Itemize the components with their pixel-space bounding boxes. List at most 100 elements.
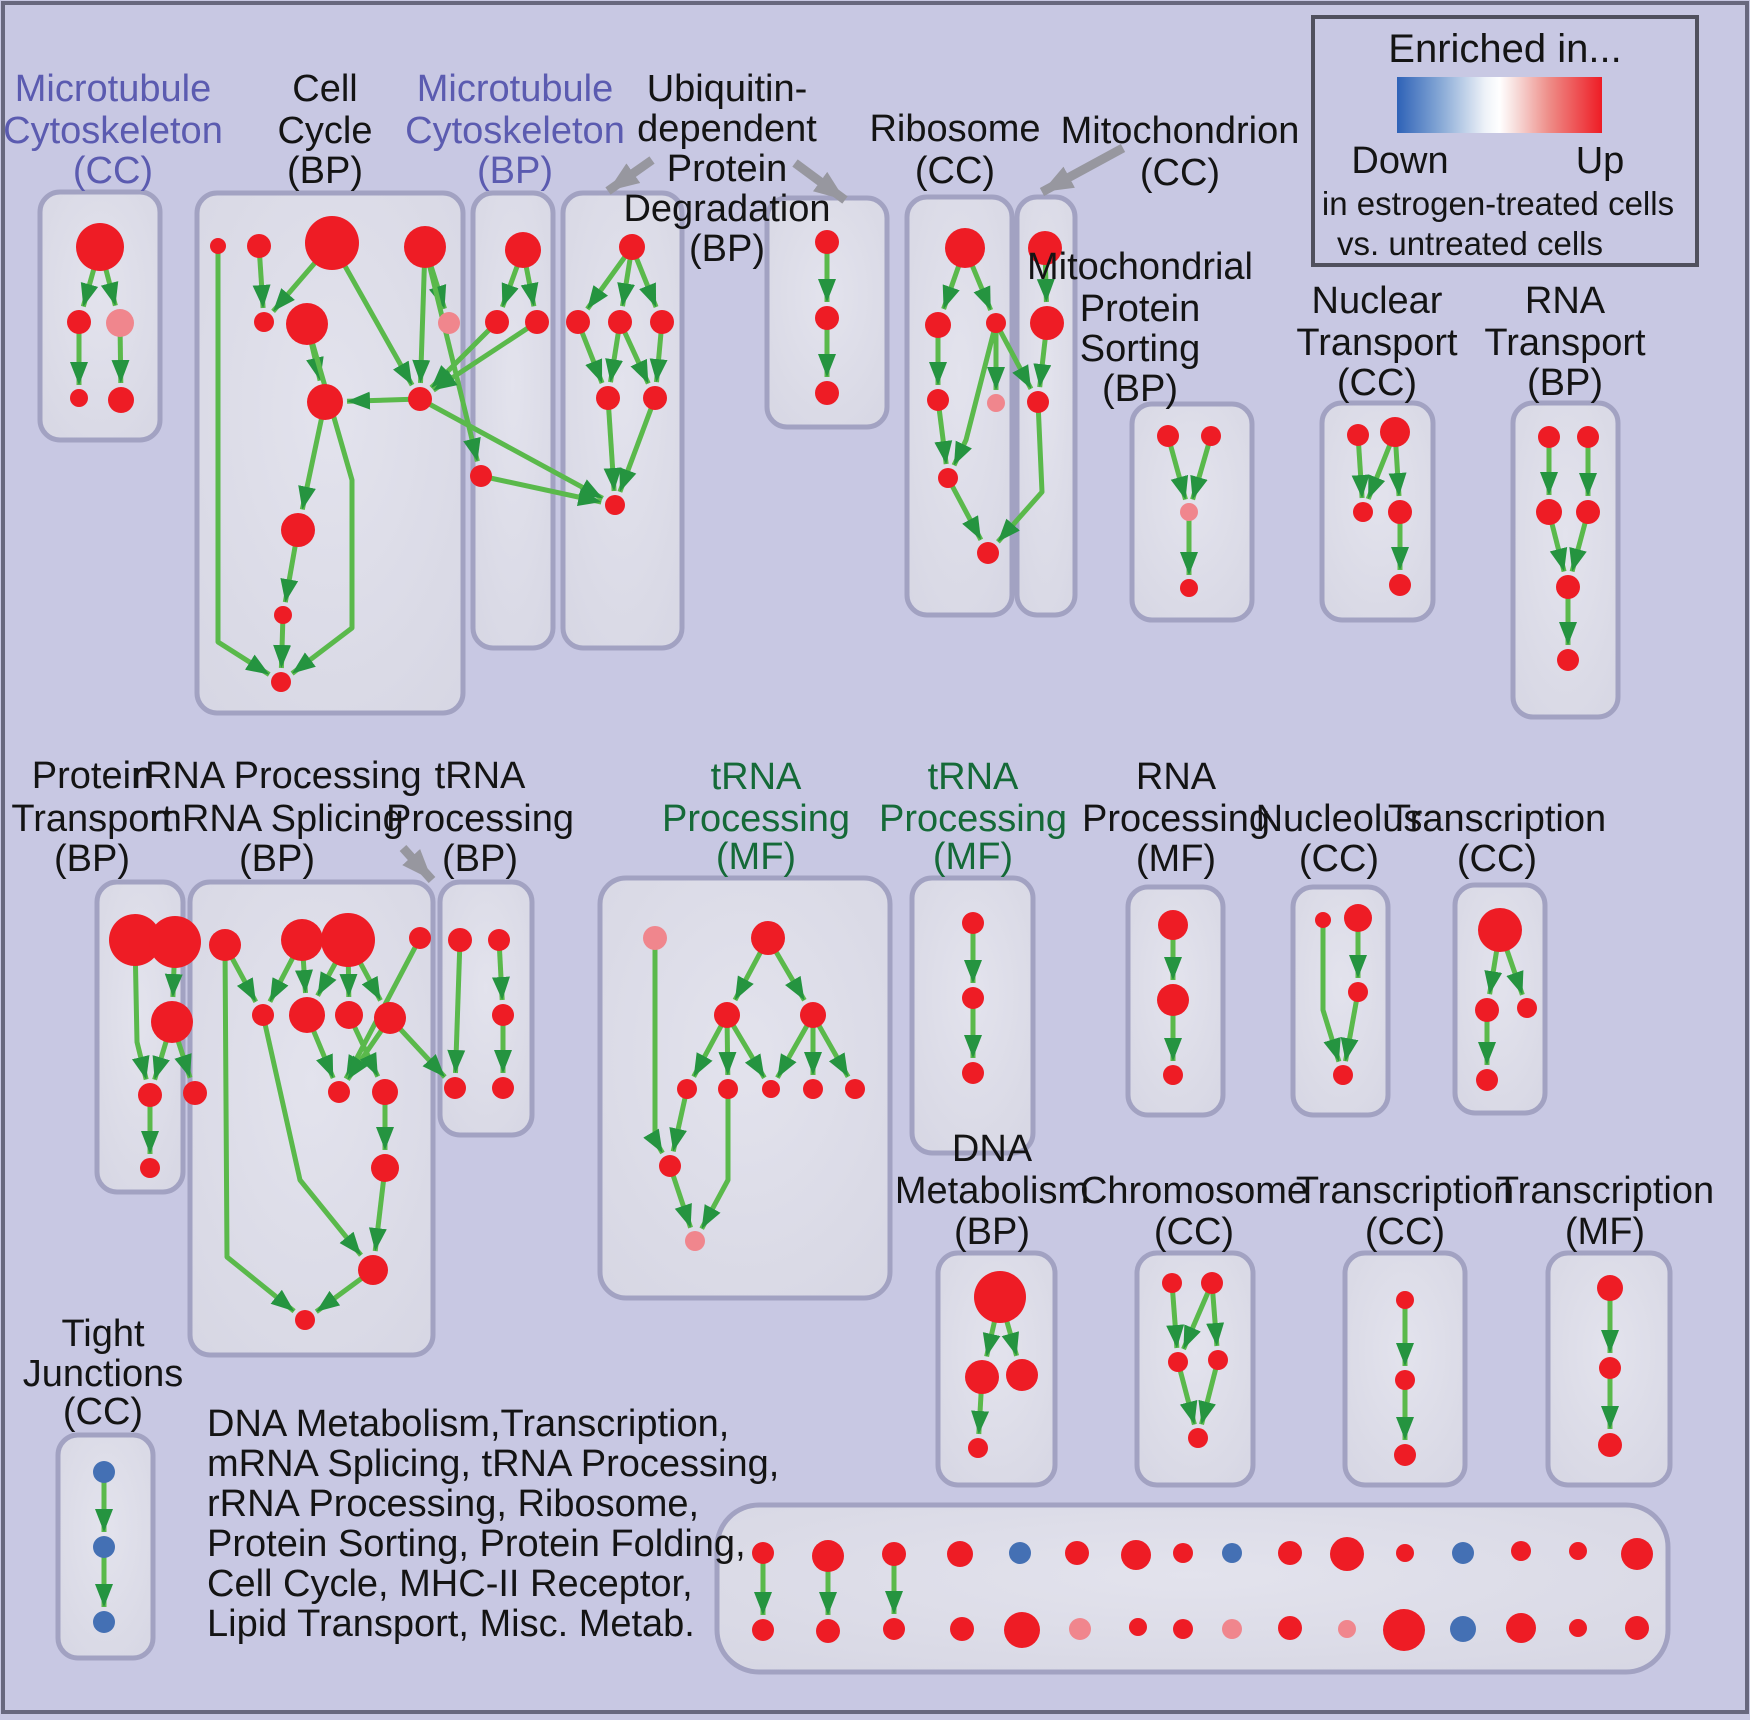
go-term-node-h2 [1201,426,1221,446]
go-term-node-f1 [945,228,985,268]
go-term-node-n4 [800,1002,826,1028]
legend-caption-2: vs. untreated cells [1337,225,1603,262]
label-tight-junctions-cc: Junctions [23,1353,184,1395]
go-term-node-v2 [1599,1357,1621,1379]
go-term-node-v1 [1597,1275,1623,1301]
label-chromosome-cc: Chromosome [1080,1170,1308,1212]
annotation-arrow-2 [792,159,848,204]
cluster-box-trna-processing-mf-large [597,875,893,1301]
edge-h2-h3 [1190,435,1214,501]
go-term-node-n2 [751,921,785,955]
go-term-node-x6 [1065,1541,1089,1565]
go-term-node-t2 [1201,1272,1223,1294]
edge-b1-b12 [215,246,271,677]
go-term-node-o2 [962,987,984,1009]
go-term-node-b8 [408,387,432,411]
go-term-node-h3 [1180,503,1198,521]
go-term-node-f7 [977,542,999,564]
edge-b9-b10 [298,401,328,511]
cluster-box-nucleolus-cc [1290,884,1391,1118]
go-term-node-n10 [659,1155,681,1177]
label-misc-clusters: Protein Sorting, Protein Folding, [207,1523,746,1565]
go-term-node-m4 [444,1077,466,1099]
label-dna-metabolism-bp: DNA [952,1128,1033,1170]
go-term-node-d3 [608,310,632,334]
go-term-node-q3 [1348,982,1368,1002]
label-microtubule-cytoskeleton-bp: Microtubule [417,68,613,110]
go-term-node-a4 [70,389,88,407]
edge-d5-d7 [603,397,622,492]
go-term-node-n3 [714,1002,740,1028]
go-term-node-l6 [289,997,325,1033]
label-nucleolus-cc: Nucleolus [1256,798,1423,840]
label-misc-clusters: rRNA Processing, Ribosome, [207,1483,699,1525]
edge-t4-t5 [1198,1359,1221,1426]
go-term-node-y11 [1338,1620,1356,1638]
go-term-node-l3 [321,913,375,967]
go-term-node-d1 [619,234,645,260]
legend-caption-1: in estrogen-treated cells [1322,185,1674,222]
label-rna-processing-mf: (MF) [1136,838,1216,880]
label-trna-processing-mf-1: Processing [662,798,850,840]
go-term-node-t4 [1208,1350,1228,1370]
go-term-node-y15 [1569,1619,1587,1637]
edge-n1-n10 [643,938,665,1155]
go-term-node-x13 [1452,1542,1474,1564]
label-ribosome-cc: Ribosome [869,108,1040,150]
label-tight-junctions-cc: (CC) [63,1391,143,1433]
label-misc-clusters: Lipid Transport, Misc. Metab. [207,1603,695,1645]
label-trna-processing-bp: Processing [386,798,574,840]
edge-l1-l13 [222,944,296,1314]
go-term-node-y9 [1222,1619,1242,1639]
cluster-box-chromosome-cc [1134,1250,1256,1488]
label-transcription-cc-mid: (CC) [1457,838,1537,880]
label-trna-processing-mf-1: (MF) [716,836,796,878]
cluster-box-misc-cluster-strip [714,1502,1671,1675]
label-ubiquitin-degradation-bp: Protein [667,148,787,190]
go-term-node-l5 [252,1004,274,1026]
go-term-node-lb [183,1081,207,1105]
go-term-node-l10 [372,1079,398,1105]
label-misc-clusters: Cell Cycle, MHC-II Receptor, [207,1563,693,1605]
label-microtubule-cytoskeleton-cc: (CC) [73,150,153,192]
annotation-arrow-3 [1039,144,1126,196]
legend-down-label: Down [1351,140,1448,182]
label-rna-transport-bp: Transport [1484,322,1646,364]
legend-box [1311,15,1699,267]
go-term-node-x2 [812,1540,844,1572]
go-term-node-s4 [968,1438,988,1458]
label-rna-processing-mf: RNA [1136,756,1217,798]
go-term-node-r2 [1475,998,1499,1022]
go-term-node-b6 [286,303,328,345]
edge-l5-l12 [260,1014,363,1257]
label-mitochondrial-protein-sorting-bp: Sorting [1080,328,1200,370]
go-term-node-y12 [1383,1609,1425,1651]
legend-gradient-bar [1397,77,1602,133]
label-mitochondrial-protein-sorting-bp: (BP) [1102,368,1178,410]
go-term-node-j2 [1577,426,1599,448]
edge-b4-b8 [412,246,431,384]
go-term-node-u2 [1395,1370,1415,1390]
edge-n5-n10 [669,1088,690,1152]
go-term-node-l1 [209,929,241,961]
label-trna-processing-mf-2: (MF) [933,836,1013,878]
label-chromosome-cc: (CC) [1154,1211,1234,1253]
go-term-node-b10 [281,513,315,547]
go-term-node-j3 [1536,499,1562,525]
label-ubiquitin-degradation-bp: (BP) [689,228,765,270]
go-term-node-x7 [1121,1540,1151,1570]
cluster-box-microtubule-cytoskeleton-bp [470,190,556,651]
label-protein-transport-bp: (BP) [54,838,130,880]
go-term-node-t5 [1188,1428,1208,1448]
go-term-node-y13 [1450,1616,1476,1642]
go-term-node-l12 [358,1255,388,1285]
label-dna-metabolism-bp: Metabolism [895,1170,1089,1212]
go-term-node-b5 [254,312,274,332]
edge-q3-q4 [1340,991,1361,1062]
go-term-node-y2 [816,1619,840,1643]
go-term-node-c4 [470,465,492,487]
legend-up-label: Up [1576,140,1625,182]
go-term-node-c3 [525,310,549,334]
